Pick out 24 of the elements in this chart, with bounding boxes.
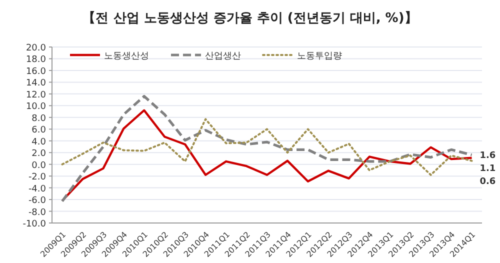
y-tick-label: 2.0	[32, 149, 46, 160]
y-tick-label: -2.0	[28, 172, 46, 183]
y-tick-label: 16.0	[26, 66, 46, 77]
y-tick-label: -4.0	[28, 184, 46, 194]
annotation: 0.6	[480, 176, 496, 187]
legend-label: 산업생산	[205, 52, 241, 62]
y-tick-label: 8.0	[32, 114, 46, 124]
y-tick-label: -10.0	[22, 220, 46, 230]
y-tick-label: -6.0	[28, 196, 46, 206]
line-series	[61, 118, 473, 176]
y-tick-label: 10.0	[26, 102, 46, 112]
legend-label: 노동투입량	[297, 52, 342, 62]
legend-label: 노동생산성	[104, 52, 149, 62]
y-tick-label: 18.0	[26, 55, 46, 66]
y-tick-label: 20.0	[26, 44, 46, 54]
y-tick-label: 4.0	[32, 137, 46, 148]
y-tick-label: 0.0	[32, 160, 46, 171]
annotation: 1.6	[480, 150, 496, 161]
chart-title: 【전 산업 노동생산성 증가율 추이 (전년동기 대비, %)】	[82, 10, 418, 26]
y-tick-label: 6.0	[32, 126, 46, 136]
y-tick-label: -8.0	[28, 208, 46, 218]
y-tick-label: 14.0	[26, 78, 46, 89]
annotation: 1.1	[480, 164, 496, 174]
y-tick-label: 12.0	[26, 90, 46, 100]
